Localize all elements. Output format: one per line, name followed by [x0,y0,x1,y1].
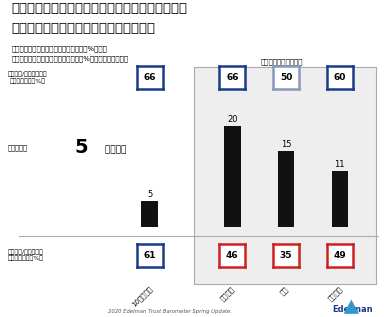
Text: 2020 Edelman Trust Barometer Spring Update.: 2020 Edelman Trust Barometer Spring Upda… [108,309,232,314]
Bar [331,171,348,227]
Text: 11: 11 [334,160,345,169]
Text: 地方の政府がそのギャップを埋めている: 地方の政府がそのギャップを埋めている [12,22,156,35]
Text: アメリカ: アメリカ [220,285,236,302]
Text: 中央政府/中央省庁に
対する信頼度（%）: 中央政府/中央省庁に 対する信頼度（%） [8,249,44,261]
Text: フランス: フランス [327,285,344,302]
Bar [278,151,295,227]
Text: 61: 61 [144,251,156,260]
Text: 10カ国平均: 10カ国平均 [131,285,154,308]
Text: 地方政府／地方自治体に対する信頼度（%）と、: 地方政府／地方自治体に対する信頼度（%）と、 [12,45,108,52]
Text: 66: 66 [144,73,156,82]
Text: 日本: 日本 [279,285,290,296]
Text: 15: 15 [281,140,291,149]
Text: 差の大きい上位３か国: 差の大きい上位３か国 [261,58,303,65]
Text: 60: 60 [334,73,346,82]
Text: 5: 5 [147,191,152,199]
Text: 49: 49 [333,251,346,260]
Text: ポイント: ポイント [102,146,126,154]
Text: 35: 35 [280,251,292,260]
Text: 信頼度の差: 信頼度の差 [8,144,28,151]
Text: 20: 20 [227,115,238,124]
Text: 自国の政府に対する信頼度が低い国においては、: 自国の政府に対する信頼度が低い国においては、 [12,2,187,15]
Bar [141,201,158,227]
Bar [224,126,241,227]
Text: 地方政府/地方自治体に
対する信頼度（%）: 地方政府/地方自治体に 対する信頼度（%） [8,72,47,84]
Text: 46: 46 [226,251,238,260]
Text: 5: 5 [75,138,88,157]
Text: 中央政府／中央省庁に対する信頼度（%）の差（ポイント）: 中央政府／中央省庁に対する信頼度（%）の差（ポイント） [12,55,129,62]
Text: Edelman: Edelman [332,305,372,314]
Text: 50: 50 [280,73,292,82]
Text: 66: 66 [226,73,238,82]
